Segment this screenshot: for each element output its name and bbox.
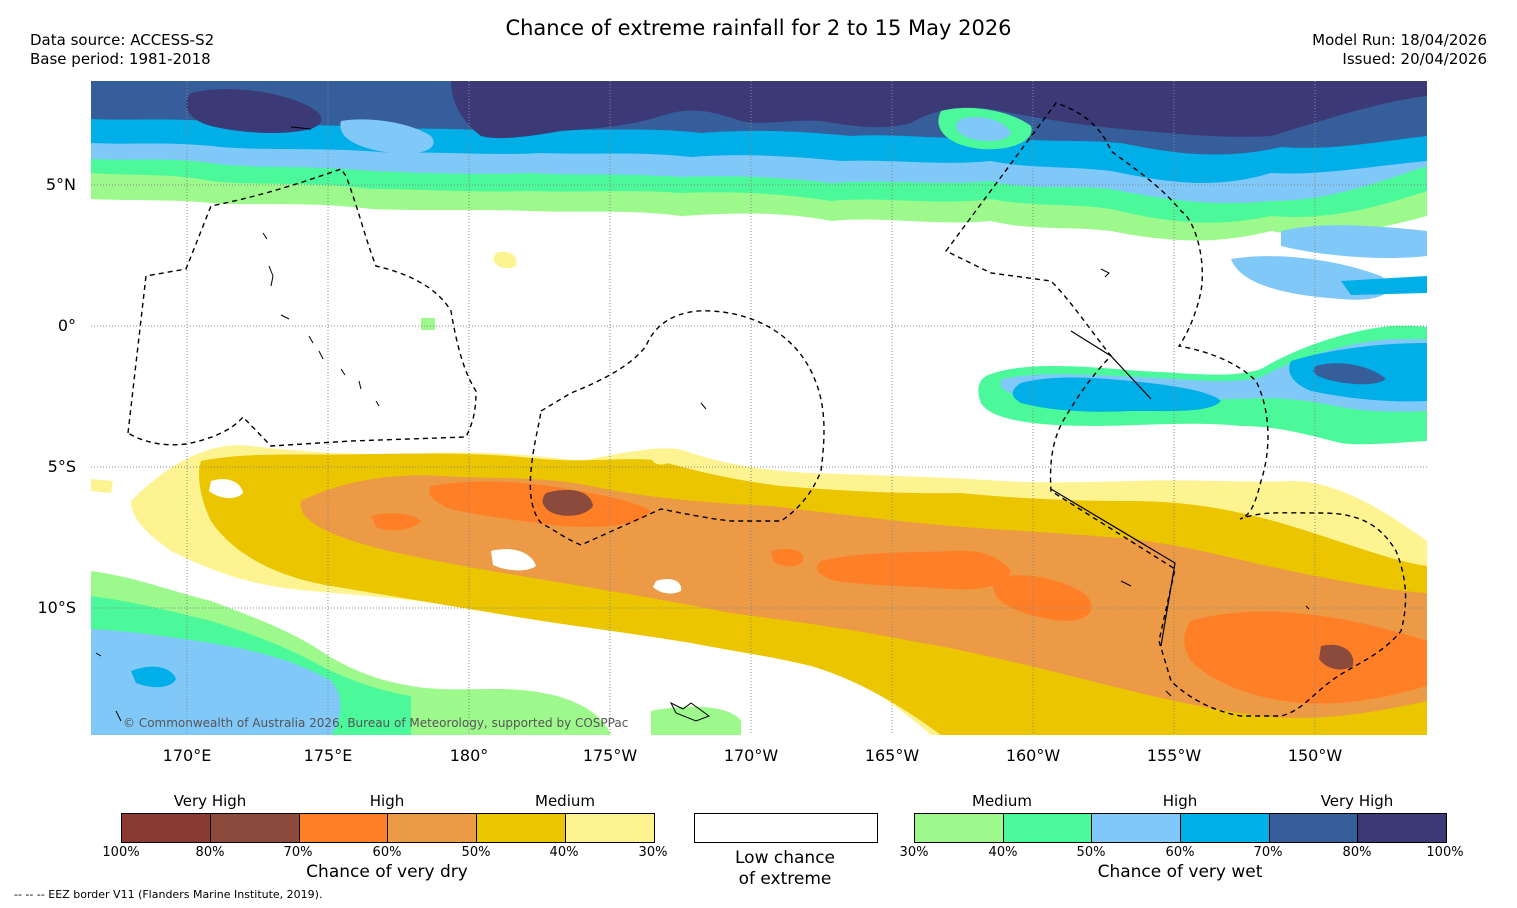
wet-swatch-4	[1181, 814, 1270, 842]
wet-tick: 100%	[1426, 845, 1464, 860]
model-run-label: Model Run: 18/04/2026	[1312, 31, 1487, 49]
data-source-label: Data source: ACCESS-S2	[30, 31, 215, 49]
issued-label: Issued: 20/04/2026	[1342, 50, 1487, 68]
legend-wet-medium: Medium	[972, 792, 1032, 810]
rainfall-map: © Commonwealth of Australia 2026, Bureau…	[91, 81, 1427, 735]
eez-footnote: -- -- -- EEZ border V11 (Flanders Marine…	[14, 888, 323, 901]
legend-dry-very-high: Very High	[173, 792, 247, 810]
lon-label-150w: 150°W	[1287, 746, 1343, 765]
wet-tick: 50%	[1076, 845, 1106, 860]
base-period-label: Base period: 1981-2018	[30, 50, 211, 68]
legend-dry-medium: Medium	[535, 792, 595, 810]
lat-label-5s: 5°S	[47, 457, 76, 476]
wet-tick: 60%	[1165, 845, 1195, 860]
dry-tick: 100%	[102, 845, 140, 860]
eez-solid-borders	[1050, 330, 1176, 647]
dry-tick: 30%	[638, 845, 668, 860]
wet-swatch-2	[1003, 814, 1093, 842]
dry-tick: 70%	[283, 845, 313, 860]
eez-borders	[127, 102, 1407, 717]
wet-tick: 40%	[988, 845, 1018, 860]
dry-swatch-5	[477, 814, 567, 842]
dry-swatch-2	[210, 814, 300, 842]
legend-wet-very-high: Very High	[1320, 792, 1394, 810]
legend-dry-title: Chance of very dry	[306, 862, 468, 882]
lat-label-10s: 10°S	[37, 598, 76, 617]
lon-label-170e: 170°E	[162, 746, 212, 765]
legend-neutral-line2: of extreme	[738, 869, 832, 889]
legend-wet-high: High	[1162, 792, 1198, 810]
islands	[95, 126, 1310, 722]
lon-label-155w: 155°W	[1146, 746, 1202, 765]
dry-swatch-6	[566, 814, 654, 842]
lon-label-170w: 170°W	[723, 746, 779, 765]
dry-swatch-3	[299, 814, 389, 842]
dry-band	[131, 445, 1427, 735]
copyright-notice: © Commonwealth of Australia 2026, Bureau…	[123, 716, 628, 730]
lat-label-5n: 5°N	[45, 175, 76, 194]
scattered-patches	[91, 251, 1171, 735]
dry-tick: 40%	[549, 845, 579, 860]
lon-label-175e: 175°E	[303, 746, 353, 765]
wet-swatch-3	[1092, 814, 1182, 842]
wet-tick: 30%	[899, 845, 929, 860]
lon-label-160w: 160°W	[1005, 746, 1061, 765]
legend-dry-high: High	[369, 792, 405, 810]
legend-wet-title: Chance of very wet	[1097, 862, 1263, 882]
lat-label-0: 0°	[57, 316, 76, 335]
legend-dry-colorbar	[121, 813, 655, 843]
dry-swatch-1	[122, 814, 211, 842]
wet-band-southwest	[91, 571, 741, 735]
dry-tick: 50%	[461, 845, 491, 860]
wet-swatch-6	[1358, 814, 1447, 842]
lon-label-175w: 175°W	[582, 746, 638, 765]
dry-tick: 80%	[195, 845, 225, 860]
wet-swatch-5	[1269, 814, 1359, 842]
legend-wet-colorbar	[914, 813, 1447, 843]
lon-label-165w: 165°W	[864, 746, 920, 765]
wet-tick: 80%	[1342, 845, 1372, 860]
wet-swatch-1	[915, 814, 1004, 842]
legend-neutral-line1: Low chance	[735, 848, 835, 868]
wet-tick: 70%	[1253, 845, 1283, 860]
graticule	[91, 81, 1427, 735]
dry-swatch-4	[388, 814, 478, 842]
wet-band-north	[91, 81, 1427, 300]
map-title: Chance of extreme rainfall for 2 to 15 M…	[505, 16, 1012, 40]
legend-neutral-swatch	[694, 813, 878, 843]
lon-label-180: 180°	[449, 746, 489, 765]
dry-tick: 60%	[372, 845, 402, 860]
